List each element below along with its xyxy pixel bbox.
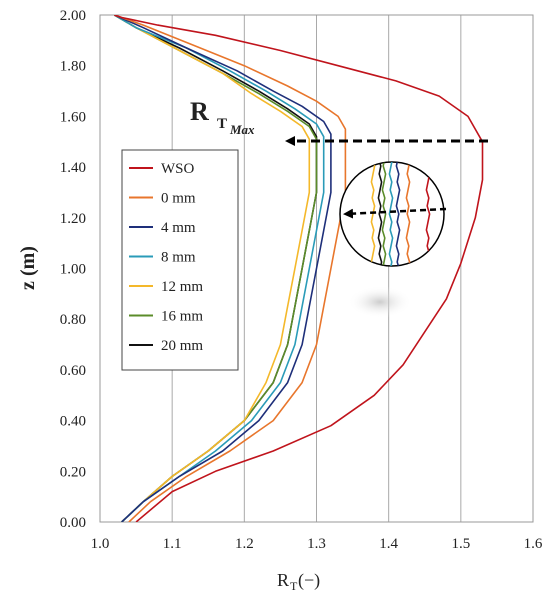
legend-label: 12 mm: [161, 279, 203, 295]
inset-line-12-mm: [370, 162, 376, 266]
x-tick-label: 1.6: [524, 536, 543, 552]
x-tick-label: 1.0: [91, 536, 110, 552]
y-tick-label: 1.80: [60, 59, 86, 75]
legend-item: 8 mm: [129, 250, 196, 266]
y-tick-label: 0.60: [60, 363, 86, 379]
y-tick-label: 0.40: [60, 414, 86, 430]
plot-frame: [99, 14, 534, 523]
legend-item: 12 mm: [129, 279, 203, 295]
series-line-8-mm: [113, 15, 325, 522]
y-tick-label: 1.20: [60, 211, 86, 227]
legend-label: 8 mm: [161, 250, 196, 266]
legend-label: 20 mm: [161, 338, 203, 354]
inset-arrow: [343, 207, 447, 219]
blur-artifact: [348, 286, 412, 318]
legend-item: 0 mm: [129, 191, 196, 207]
y-axis-ticks: 0.00 0.20 0.40 0.60 0.80 1.00 1.20 1.40 1.60 1.80…: [60, 8, 86, 531]
legend-item: 4 mm: [129, 220, 196, 236]
y-tick-label: 1.00: [60, 262, 86, 278]
y-tick-label: 0.80: [60, 312, 86, 328]
x-axis-title-sub: T: [290, 579, 298, 593]
rtmax-annotation: R T Max: [190, 97, 255, 137]
inset-line-16-mm: [381, 162, 387, 266]
series-line-12-mm: [113, 15, 311, 522]
y-tick-label: 0.20: [60, 464, 86, 480]
x-axis-title-unit: (−): [298, 570, 320, 591]
inset-line-20-mm: [377, 162, 383, 266]
x-axis-title: R T (−): [277, 570, 320, 593]
legend-label: 0 mm: [161, 191, 196, 207]
legend-item: WSO: [129, 161, 195, 177]
rtmax-label-subsub: Max: [229, 122, 255, 137]
y-tick-label: 0.00: [60, 515, 86, 531]
legend-label: WSO: [161, 161, 195, 177]
legend-item: 16 mm: [129, 309, 203, 325]
inset-line-8-mm: [388, 162, 394, 266]
legend: WSO 0 mm 4 mm 8 mm 12 mm 16 mm 20 mm: [129, 161, 203, 354]
x-tick-label: 1.2: [235, 536, 254, 552]
rtmax-label-sub: T: [217, 116, 227, 132]
legend-item: 20 mm: [129, 338, 203, 354]
y-axis-title: z (m): [17, 246, 39, 290]
inset-line-0-mm: [405, 162, 411, 266]
x-tick-label: 1.3: [307, 536, 326, 552]
inset-line-4-mm: [395, 162, 401, 266]
y-tick-label: 1.40: [60, 160, 86, 176]
x-axis-title-main: R: [277, 570, 289, 590]
legend-label: 4 mm: [161, 220, 196, 236]
y-tick-label: 1.60: [60, 109, 86, 125]
x-axis-ticks: 1.0 1.1 1.2 1.3 1.4 1.5 1.6: [91, 536, 543, 552]
x-tick-label: 1.5: [451, 536, 470, 552]
legend-label: 16 mm: [161, 309, 203, 325]
series-line-4-mm: [114, 15, 332, 522]
x-tick-label: 1.1: [163, 536, 182, 552]
series-line-wso: [114, 15, 484, 522]
legend-box: [121, 149, 239, 371]
x-tick-label: 1.4: [379, 536, 398, 552]
y-tick-label: 2.00: [60, 8, 86, 24]
rtmax-label-main: R: [190, 97, 209, 126]
